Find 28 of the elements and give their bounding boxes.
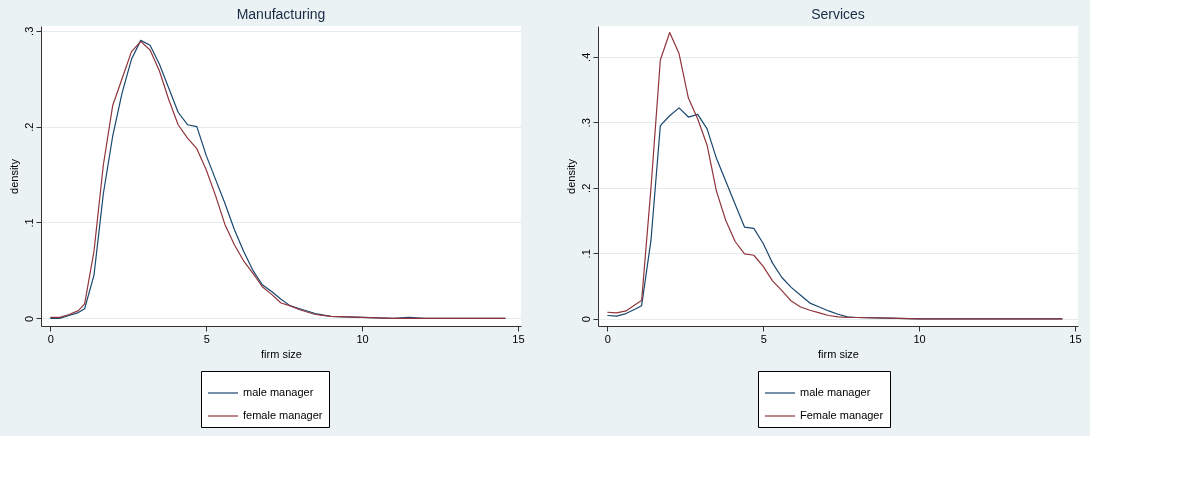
x-tick-label: 0 [604,332,611,345]
y-axis-title: density [7,158,20,194]
y-axis-title: density [564,158,577,194]
chart-title: Manufacturing [236,6,326,22]
y-tick-label: .2 [22,122,35,132]
legend-label: male manager [243,386,314,398]
x-tick-label: 5 [760,332,767,345]
y-tick-label: .1 [579,249,592,259]
x-tick-label: 0 [47,332,54,345]
y-tick-label: .1 [22,218,35,228]
x-axis-title: firm size [261,347,302,360]
x-tick-label: 10 [913,332,926,345]
y-tick-label: 0 [579,316,592,323]
y-tick-label: .4 [579,52,592,62]
y-tick-label: .2 [579,183,592,193]
x-tick-label: 5 [203,332,210,345]
line-series [606,31,1064,320]
y-tick-label: .3 [22,26,35,36]
legend-label: female manager [243,409,323,421]
chart-title: Services [811,6,865,22]
x-tick-label: 15 [1069,332,1082,345]
x-axis-title: firm size [818,347,859,360]
y-tick-label: 0 [22,315,35,322]
x-tick-label: 10 [356,332,369,345]
x-tick-label: 15 [512,332,525,345]
legend-label: Female manager [800,409,884,421]
y-tick-label: .3 [579,118,592,128]
legend-label: male manager [800,386,871,398]
